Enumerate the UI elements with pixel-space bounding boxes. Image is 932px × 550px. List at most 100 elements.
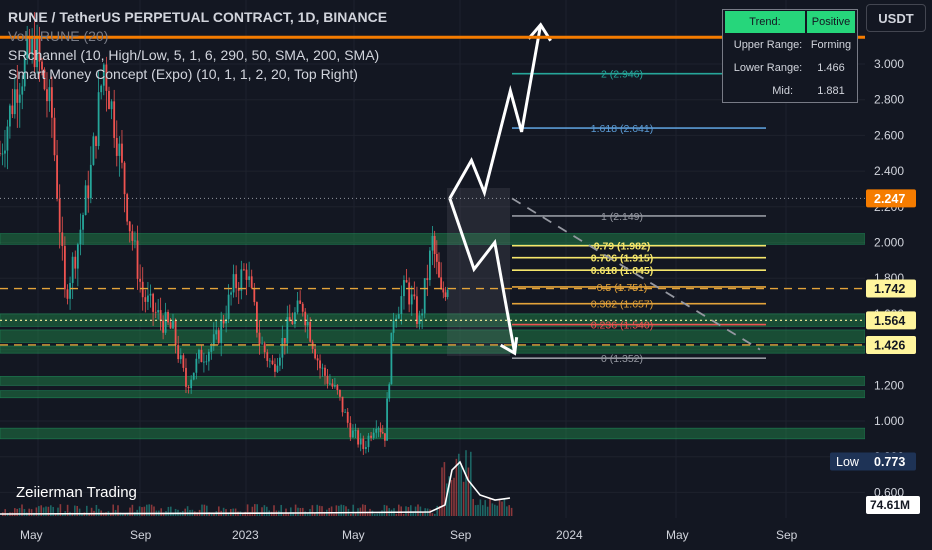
volume-bar <box>47 506 50 516</box>
volume-bar <box>328 507 330 516</box>
currency-button[interactable]: USDT <box>866 4 926 32</box>
candle-body <box>43 69 46 90</box>
candle-body <box>210 345 213 352</box>
candle-body <box>384 433 386 441</box>
volume-bar <box>57 507 59 516</box>
volume-bar <box>18 507 21 516</box>
volume-bar <box>59 504 62 516</box>
volume-bar <box>258 512 261 516</box>
candle-body <box>423 278 426 314</box>
volume-bar <box>52 506 54 516</box>
candle-body <box>217 330 220 343</box>
candle-body <box>329 383 331 385</box>
candle-body <box>23 58 26 87</box>
x-tick-label: Sep <box>130 528 152 542</box>
candle-body <box>281 337 284 358</box>
candle-body <box>33 37 36 68</box>
volume-bar <box>126 512 129 516</box>
fib-label: 0.618 (1.845) <box>591 265 653 277</box>
candle-body <box>71 256 74 283</box>
volume-bar <box>98 508 100 516</box>
candle-body <box>263 343 266 353</box>
candle-body <box>392 320 395 333</box>
candle-body <box>207 351 210 362</box>
candle-body <box>266 352 269 361</box>
candle-body <box>261 343 263 345</box>
candle-body <box>169 322 172 329</box>
volume-bar <box>465 450 467 516</box>
volume-bar <box>323 511 326 516</box>
volume-bar <box>129 507 131 516</box>
candle-body <box>390 332 393 385</box>
candle-body <box>253 287 256 303</box>
volume-bar <box>472 498 474 516</box>
candle-body <box>141 281 144 298</box>
volume-bar <box>306 512 309 516</box>
volume-bar <box>395 513 398 516</box>
volume-bar <box>23 508 26 516</box>
volume-bar <box>496 505 498 516</box>
candle-body <box>63 246 66 290</box>
volume-bar <box>508 505 510 516</box>
candles <box>0 12 449 455</box>
volume-bar <box>218 506 220 516</box>
candle-body <box>18 94 21 103</box>
candle-body <box>66 289 69 299</box>
volume-bar <box>491 503 494 516</box>
volume-bar <box>405 506 407 516</box>
candle-body <box>157 310 160 313</box>
candle-body <box>102 64 105 86</box>
volume-bar <box>350 513 352 516</box>
volume-bar <box>354 513 357 516</box>
candle-body <box>319 360 321 369</box>
volume-bar <box>148 504 150 516</box>
volume-bar <box>66 504 69 516</box>
volume-bar <box>292 512 294 516</box>
candle-body <box>154 311 157 313</box>
trend-table: Trend: Positive Upper Range: Forming Low… <box>722 9 858 103</box>
watermark-text: Zeiierman Trading <box>16 484 137 501</box>
volume-bar <box>150 504 153 516</box>
candle-body <box>408 282 411 305</box>
legend-volume: Vol · RUNE (20) <box>8 28 109 44</box>
volume-bar <box>54 513 57 516</box>
fib-label: 0.706 (1.915) <box>591 253 653 265</box>
volume-bar <box>311 505 314 516</box>
candle-body <box>359 438 362 445</box>
volume-bar <box>256 504 258 516</box>
volume-bar <box>318 505 321 516</box>
candle-body <box>367 435 370 448</box>
candle-body <box>299 300 302 304</box>
candle-body <box>230 292 232 295</box>
volume-bar <box>338 505 340 516</box>
volume-bar <box>208 512 210 516</box>
volume-bar <box>206 505 208 516</box>
projection-up-path <box>448 24 543 200</box>
volume-bar <box>316 504 318 516</box>
volume-bar <box>254 504 256 516</box>
volume-bar <box>400 506 402 516</box>
fib-label: 0.236 (1.540) <box>591 320 653 332</box>
volume-bar <box>378 511 381 516</box>
volume-bar <box>16 508 18 516</box>
candle-body <box>149 293 152 296</box>
candle-body <box>349 422 352 438</box>
volume-bar <box>234 508 237 516</box>
price-tag-label: 2.247 <box>874 192 905 206</box>
candle-body <box>36 37 38 68</box>
candle-body <box>278 357 281 366</box>
candle-body <box>74 256 77 269</box>
candle-body <box>6 126 9 151</box>
trend-dash-line <box>511 197 761 351</box>
volume-bar <box>122 513 124 516</box>
volume-bar <box>261 507 263 516</box>
volume-bar <box>201 504 203 516</box>
volume-bar <box>345 506 347 516</box>
candle-body <box>222 319 225 324</box>
candle-body <box>429 250 431 281</box>
candle-body <box>89 164 92 199</box>
x-tick-label: May <box>20 528 43 542</box>
volume-bar <box>38 506 40 516</box>
candle-body <box>375 428 378 433</box>
